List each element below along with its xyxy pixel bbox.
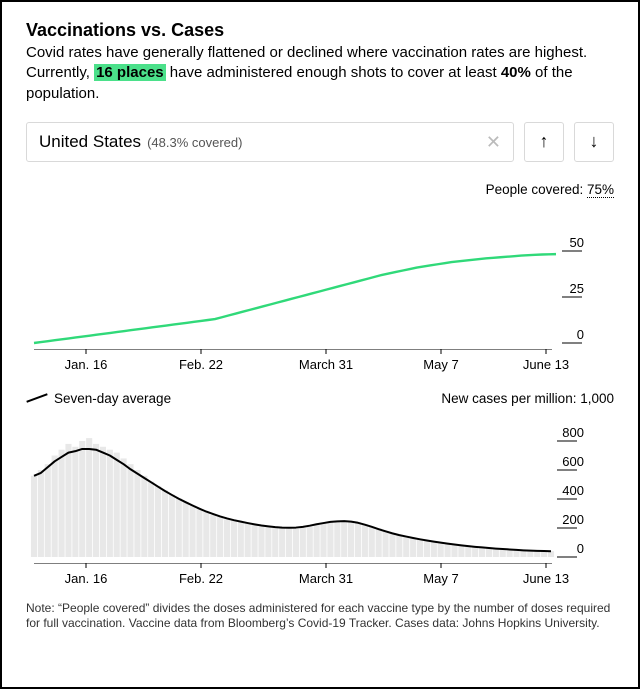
- svg-text:800: 800: [562, 425, 584, 440]
- chart1-y-title-value: 75%: [587, 182, 614, 198]
- subtitle-text-2: have administered enough shots to cover …: [166, 64, 501, 81]
- svg-text:June 13: June 13: [523, 571, 569, 586]
- svg-text:June 13: June 13: [523, 357, 569, 372]
- chart1-x-axis: Jan. 16 Feb. 22 March 31 May 7 June 13: [26, 349, 586, 377]
- svg-text:50: 50: [570, 235, 584, 250]
- next-button[interactable]: ↓: [574, 122, 614, 162]
- chart2-legend-label: Seven-day average: [54, 391, 171, 406]
- chart2-y-title-value: 1,000: [580, 391, 614, 406]
- footnote: Note: “People covered” divides the doses…: [26, 601, 614, 632]
- chart-subtitle: Covid rates have generally flattened or …: [26, 43, 614, 104]
- chart1-y-title-prefix: People covered:: [486, 182, 587, 197]
- svg-text:Feb. 22: Feb. 22: [179, 357, 223, 372]
- dropdown-label: United States: [39, 132, 141, 152]
- chart2-legend: Seven-day average: [26, 391, 171, 406]
- chart2-x-axis: Jan. 16 Feb. 22 March 31 May 7 June 13: [26, 563, 586, 591]
- legend-line-icon: [26, 394, 47, 403]
- dropdown-sublabel: (48.3% covered): [147, 135, 242, 150]
- prev-button[interactable]: ↑: [524, 122, 564, 162]
- svg-text:May 7: May 7: [423, 357, 458, 372]
- svg-text:25: 25: [570, 281, 584, 296]
- svg-text:400: 400: [562, 483, 584, 498]
- subtitle-highlight: 16 places: [94, 64, 166, 81]
- svg-text:March 31: March 31: [299, 357, 353, 372]
- region-dropdown[interactable]: United States (48.3% covered) ✕: [26, 122, 514, 162]
- svg-text:0: 0: [577, 541, 584, 556]
- clear-icon[interactable]: ✕: [486, 133, 501, 151]
- svg-text:March 31: March 31: [299, 571, 353, 586]
- chart2-y-title-prefix: New cases per million:: [441, 391, 580, 406]
- svg-text:Feb. 22: Feb. 22: [179, 571, 223, 586]
- chart1-y-title: People covered: 75%: [26, 182, 614, 197]
- vaccinations-chart: 0 25 50: [26, 201, 586, 349]
- svg-text:200: 200: [562, 512, 584, 527]
- svg-text:May 7: May 7: [423, 571, 458, 586]
- svg-text:Jan. 16: Jan. 16: [65, 357, 108, 372]
- svg-text:Jan. 16: Jan. 16: [65, 571, 108, 586]
- chart-title: Vaccinations vs. Cases: [26, 20, 614, 41]
- arrow-down-icon: ↓: [590, 131, 599, 152]
- svg-text:600: 600: [562, 454, 584, 469]
- arrow-up-icon: ↑: [540, 131, 549, 152]
- chart2-y-title: New cases per million: 1,000: [441, 391, 614, 406]
- svg-text:0: 0: [577, 327, 584, 342]
- cases-chart: 0 200 400 600 800: [26, 408, 586, 563]
- subtitle-bold: 40%: [501, 64, 531, 81]
